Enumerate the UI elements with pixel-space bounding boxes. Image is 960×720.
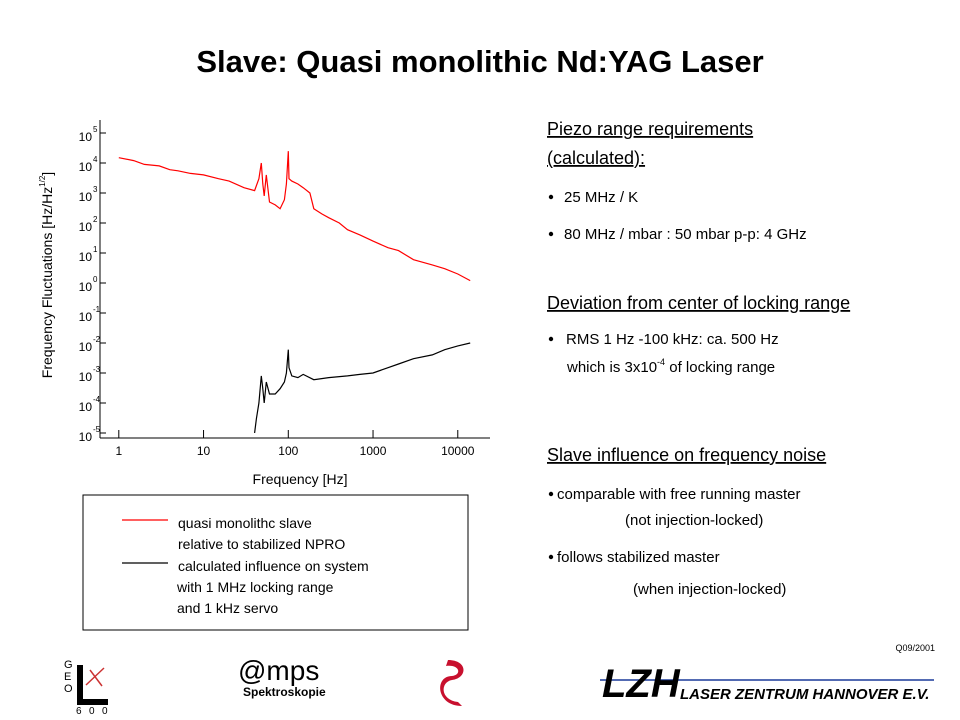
bullet xyxy=(548,194,554,200)
geo-letter: G xyxy=(64,659,73,671)
bullet xyxy=(548,491,554,497)
y-tick-exponent: 3 xyxy=(93,185,98,194)
series-line xyxy=(254,342,471,433)
title: Slave: Quasi monolithic Nd:YAG Laser xyxy=(196,44,763,79)
legend-line: and 1 kHz servo xyxy=(177,600,278,616)
lzh-logo: LZH xyxy=(602,662,681,706)
bullet-text: RMS 1 Hz -100 kHz: ca. 500 Hz xyxy=(566,331,779,348)
legend-label: calculated influence on system with 1 MHz… xyxy=(176,558,369,616)
y-tick-label: 10 xyxy=(79,250,93,264)
y-tick-label: 10 xyxy=(79,220,93,234)
bullet xyxy=(548,554,554,560)
legend-line: calculated influence on system xyxy=(178,558,369,574)
geo-logo-shape xyxy=(77,665,108,705)
bullet-text: follows stabilized master xyxy=(557,549,720,566)
section-heading: (calculated): xyxy=(547,148,645,168)
section-heading: Slave influence on frequency noise xyxy=(547,445,826,465)
y-axis-label-sup: 1/2 xyxy=(38,175,47,187)
y-tick-exponent: 1 xyxy=(93,245,98,254)
y-tick-exponent: 5 xyxy=(93,125,98,134)
y-axis-label-end: ] xyxy=(39,172,55,176)
bullet-text: 80 MHz / mbar : 50 mbar p-p: 4 GHz xyxy=(564,226,807,243)
geo-letter: E xyxy=(64,671,71,683)
lzh-name: LASER ZENTRUM HANNOVER E.V. xyxy=(680,686,929,703)
y-tick-exponent: 0 xyxy=(93,275,98,284)
x-tick-label: 100 xyxy=(278,444,298,458)
note-text: which is 3x10 xyxy=(566,359,657,376)
y-tick-label: 10 xyxy=(79,430,93,444)
x-tick-label: 1000 xyxy=(360,444,387,458)
y-tick-label: 10 xyxy=(79,400,93,414)
y-tick-exponent: -5 xyxy=(93,425,101,434)
y-tick-label: 10 xyxy=(79,130,93,144)
x-tick-label: 1 xyxy=(115,444,122,458)
y-tick-label: 10 xyxy=(79,280,93,294)
slide-code: Q09/2001 xyxy=(895,643,935,653)
legend-box xyxy=(82,494,469,631)
x-axis-label: Frequency [Hz] xyxy=(253,471,348,487)
y-tick-label: 10 xyxy=(79,190,93,204)
legend-line: relative to stabilized NPRO xyxy=(178,536,345,552)
geo-digit: 0 xyxy=(89,706,95,717)
bullet xyxy=(548,336,554,342)
y-tick-label: 10 xyxy=(79,160,93,174)
bullet-text: (when injection-locked) xyxy=(633,581,786,598)
amps-logo: @mps xyxy=(238,655,319,686)
y-tick-exponent: -4 xyxy=(93,395,101,404)
bullet-text: 25 MHz / K xyxy=(564,189,638,206)
legend-line: with 1 MHz locking range xyxy=(176,579,334,595)
note-sup: -4 xyxy=(657,357,665,367)
geo-digit: 0 xyxy=(102,706,108,717)
x-tick-label: 10 xyxy=(197,444,211,458)
section-heading: Deviation from center of locking range xyxy=(547,293,850,313)
swirl-logo xyxy=(440,660,464,706)
y-tick-exponent: 2 xyxy=(93,215,98,224)
y-tick-exponent: -3 xyxy=(93,365,101,374)
legend-label: quasi monolithc slave relative to stabili… xyxy=(178,515,345,552)
geo-digit: 6 xyxy=(76,706,82,717)
note: which is 3x10-4 of locking range xyxy=(566,357,775,376)
legend-line: quasi monolithc slave xyxy=(178,515,312,531)
y-tick-exponent: 4 xyxy=(93,155,98,164)
bullet-text: (not injection-locked) xyxy=(625,512,763,529)
y-axis-label: Frequency Fluctuations [Hz/Hz1/2] xyxy=(38,172,55,378)
bullet xyxy=(548,231,554,237)
section-heading: Piezo range requirements xyxy=(547,119,753,139)
series-line xyxy=(118,151,471,282)
y-axis-label-main: Frequency Fluctuations [Hz/Hz xyxy=(39,187,55,378)
note-after: of locking range xyxy=(665,359,775,376)
y-tick-label: 10 xyxy=(79,340,93,354)
geo-letter: O xyxy=(64,683,73,695)
x-tick-label: 10000 xyxy=(441,444,475,458)
y-tick-exponent: -2 xyxy=(93,335,101,344)
y-tick-label: 10 xyxy=(79,310,93,324)
amps-sub: Spektroskopie xyxy=(243,685,326,699)
geo-logo-cross xyxy=(85,667,105,687)
y-tick-exponent: -1 xyxy=(93,305,101,314)
bullet-text: comparable with free running master xyxy=(557,486,800,503)
y-tick-label: 10 xyxy=(79,370,93,384)
